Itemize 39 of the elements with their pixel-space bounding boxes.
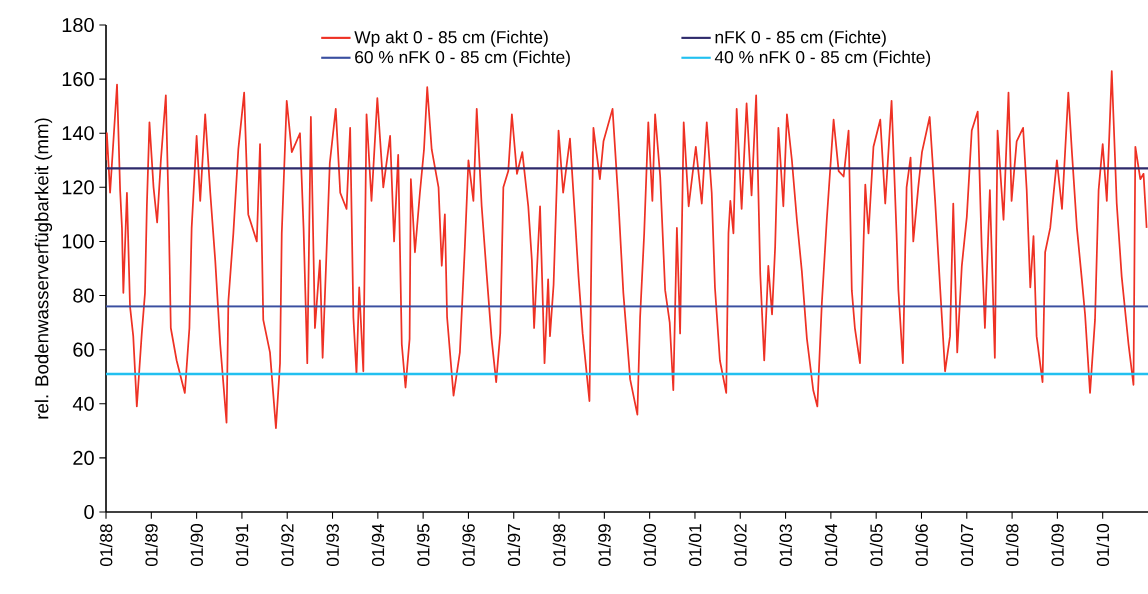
y-tick-label: 100 — [62, 234, 94, 249]
x-tick-label: 01/02 — [733, 524, 747, 567]
x-tick-label: 01/95 — [416, 524, 430, 567]
line-series — [106, 70, 1148, 429]
x-tick-label: 01/94 — [371, 523, 385, 567]
y-tick-label: 0 — [84, 504, 94, 520]
x-tick-label: 01/07 — [960, 524, 974, 567]
legend-label: Wp akt 0 - 85 cm (Fichte) — [354, 30, 548, 47]
y-tick-label: 40 — [72, 396, 94, 411]
y-tick-label: 80 — [73, 288, 94, 303]
x-tick-label: 01/99 — [597, 524, 611, 567]
legend-label: 60 % nFK 0 - 85 cm (Fichte) — [355, 50, 570, 67]
x-tick-label: 01/98 — [552, 524, 566, 567]
y-tick-label: 20 — [73, 450, 94, 465]
x-tick-label: 01/10 — [1096, 524, 1110, 567]
x-tick-label: 01/00 — [643, 524, 657, 567]
x-tick-label: 01/91 — [235, 524, 249, 567]
x-tick-label: 01/96 — [462, 524, 475, 567]
x-tick-label: 01/04 — [824, 523, 838, 567]
x-tick-label: 01/08 — [1005, 524, 1019, 567]
legend-label: 40 % nFK 0 - 85 cm (Fichte) — [714, 50, 931, 67]
x-tick-label: 01/92 — [280, 524, 294, 567]
y-tick-label: 60 — [73, 342, 94, 357]
legend-label: nFK 0 - 85 cm (Fichte) — [715, 30, 886, 47]
y-axis-title: rel. Bodenwasserverfügbarkeit (mm) — [34, 118, 53, 419]
x-tick-label: 01/06 — [915, 524, 928, 567]
y-tick-label: 140 — [62, 126, 94, 141]
x-tick-label: 01/89 — [144, 524, 158, 567]
x-tick-label: 01/90 — [190, 524, 203, 567]
y-tick-label: 120 — [62, 180, 94, 195]
x-tick-label: 01/09 — [1051, 524, 1064, 567]
x-tick-label: 01/01 — [688, 524, 702, 567]
y-tick-label: 180 — [62, 17, 94, 33]
y-tick-label: 160 — [62, 72, 94, 87]
x-tick-label: 01/03 — [779, 524, 792, 567]
x-tick-label: 01/97 — [507, 524, 521, 567]
x-tick-label: 01/88 — [99, 524, 113, 567]
x-tick-label: 01/93 — [326, 524, 339, 567]
x-tick-label: 01/05 — [869, 524, 883, 567]
